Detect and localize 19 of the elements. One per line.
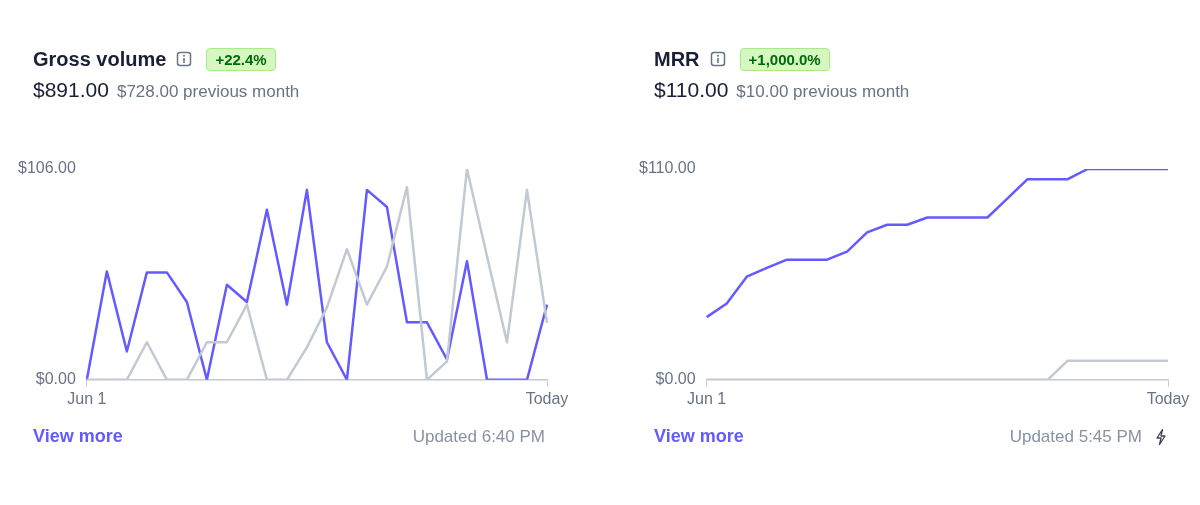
text: $728.00 previous month bbox=[116, 82, 300, 102]
x-tick-label: Today bbox=[1146, 389, 1190, 407]
text: +1,000.0% bbox=[739, 47, 830, 71]
y-tick-label: $0.00 bbox=[655, 370, 696, 388]
text: View more bbox=[654, 426, 744, 447]
text: $10.00 previous month bbox=[736, 82, 910, 102]
chart-title: Gross volume bbox=[33, 47, 167, 71]
text: Updated 5:45 PM bbox=[1009, 426, 1142, 447]
text: $891.00 bbox=[33, 78, 109, 102]
text: Updated 6:40 PM bbox=[412, 426, 545, 447]
text: $110.00 bbox=[654, 78, 729, 102]
x-tick-label: Jun 1 bbox=[67, 389, 107, 407]
text: View more bbox=[33, 426, 123, 447]
x-tick-label: Today bbox=[525, 389, 569, 407]
x-tick-label: Jun 1 bbox=[687, 389, 727, 407]
y-tick-label: $0.00 bbox=[35, 370, 76, 388]
text: +22.4% bbox=[206, 47, 276, 71]
y-tick-label: $106.00 bbox=[17, 159, 76, 177]
chart-title: MRR bbox=[654, 47, 700, 71]
